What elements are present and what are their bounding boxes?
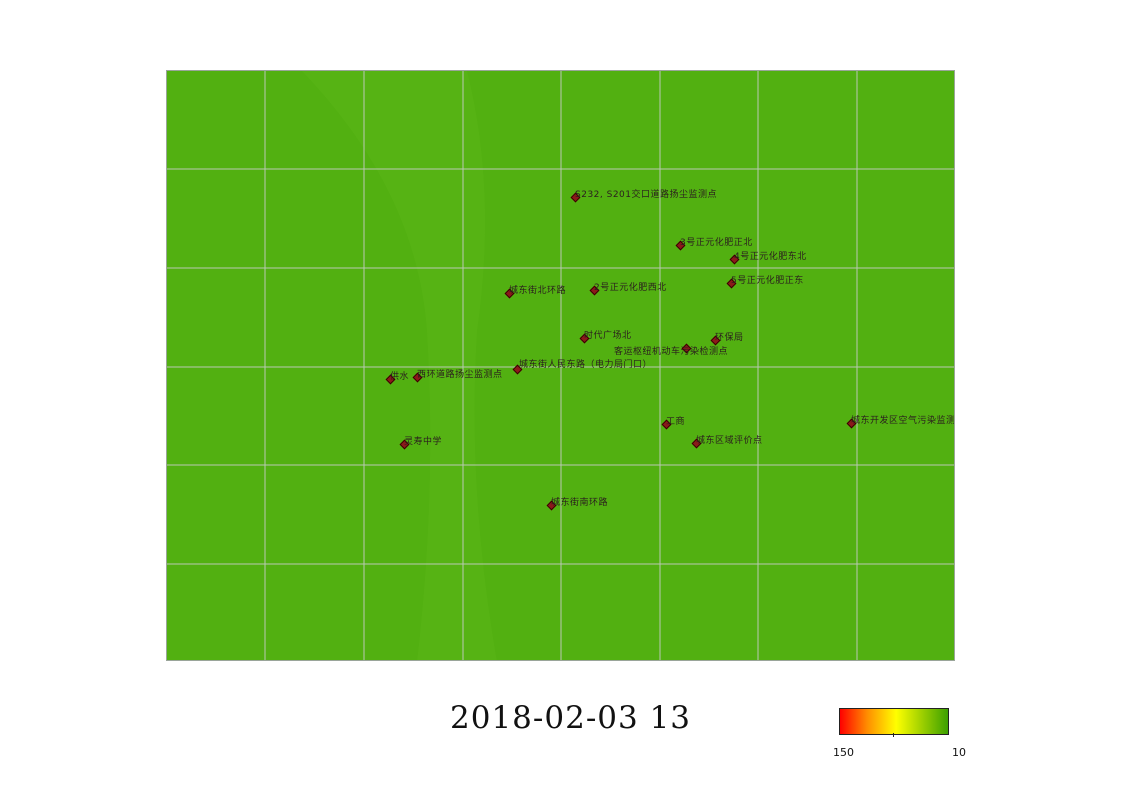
station-label: S232, S201交口道路扬尘监测点 (575, 190, 718, 200)
station-label: 5号正元化肥正东 (731, 276, 804, 286)
color-scale-legend (839, 708, 949, 735)
timestamp-label: 2018-02-03 13 (450, 700, 692, 736)
legend-max-label: 150 (833, 746, 854, 759)
station-label: 2号正元化肥西北 (594, 283, 667, 293)
station-label: 城东街北环路 (509, 286, 567, 296)
station-label: 环保局 (715, 333, 744, 343)
station-label: 西环道路扬尘监测点 (417, 370, 503, 380)
map-contour-band (302, 71, 497, 660)
station-label: 时代广场北 (584, 331, 632, 341)
station-label: 城东区域评价点 (696, 436, 763, 446)
station-label: 工商 (666, 417, 686, 427)
station-label: 3号正元化肥正北 (680, 238, 753, 248)
legend-min-label: 10 (952, 746, 966, 759)
map-canvas (167, 71, 954, 660)
station-label: 城东开发区空气污染监测点 (851, 416, 955, 426)
station-label: 城东街南环路 (551, 498, 609, 508)
map-panel[interactable]: S232, S201交口道路扬尘监测点 3号正元化肥正北 4号正元化肥东北 5号正元化… (166, 70, 955, 661)
station-label: 4号正元化肥东北 (734, 252, 807, 262)
station-label: 供水 (390, 372, 410, 382)
station-label: 城东街人民东路（电力局门口） (519, 360, 653, 370)
station-label: 客运枢纽机动车污染检测点 (614, 347, 729, 357)
station-label: 灵寿中学 (404, 437, 443, 447)
legend-tick (893, 733, 894, 737)
